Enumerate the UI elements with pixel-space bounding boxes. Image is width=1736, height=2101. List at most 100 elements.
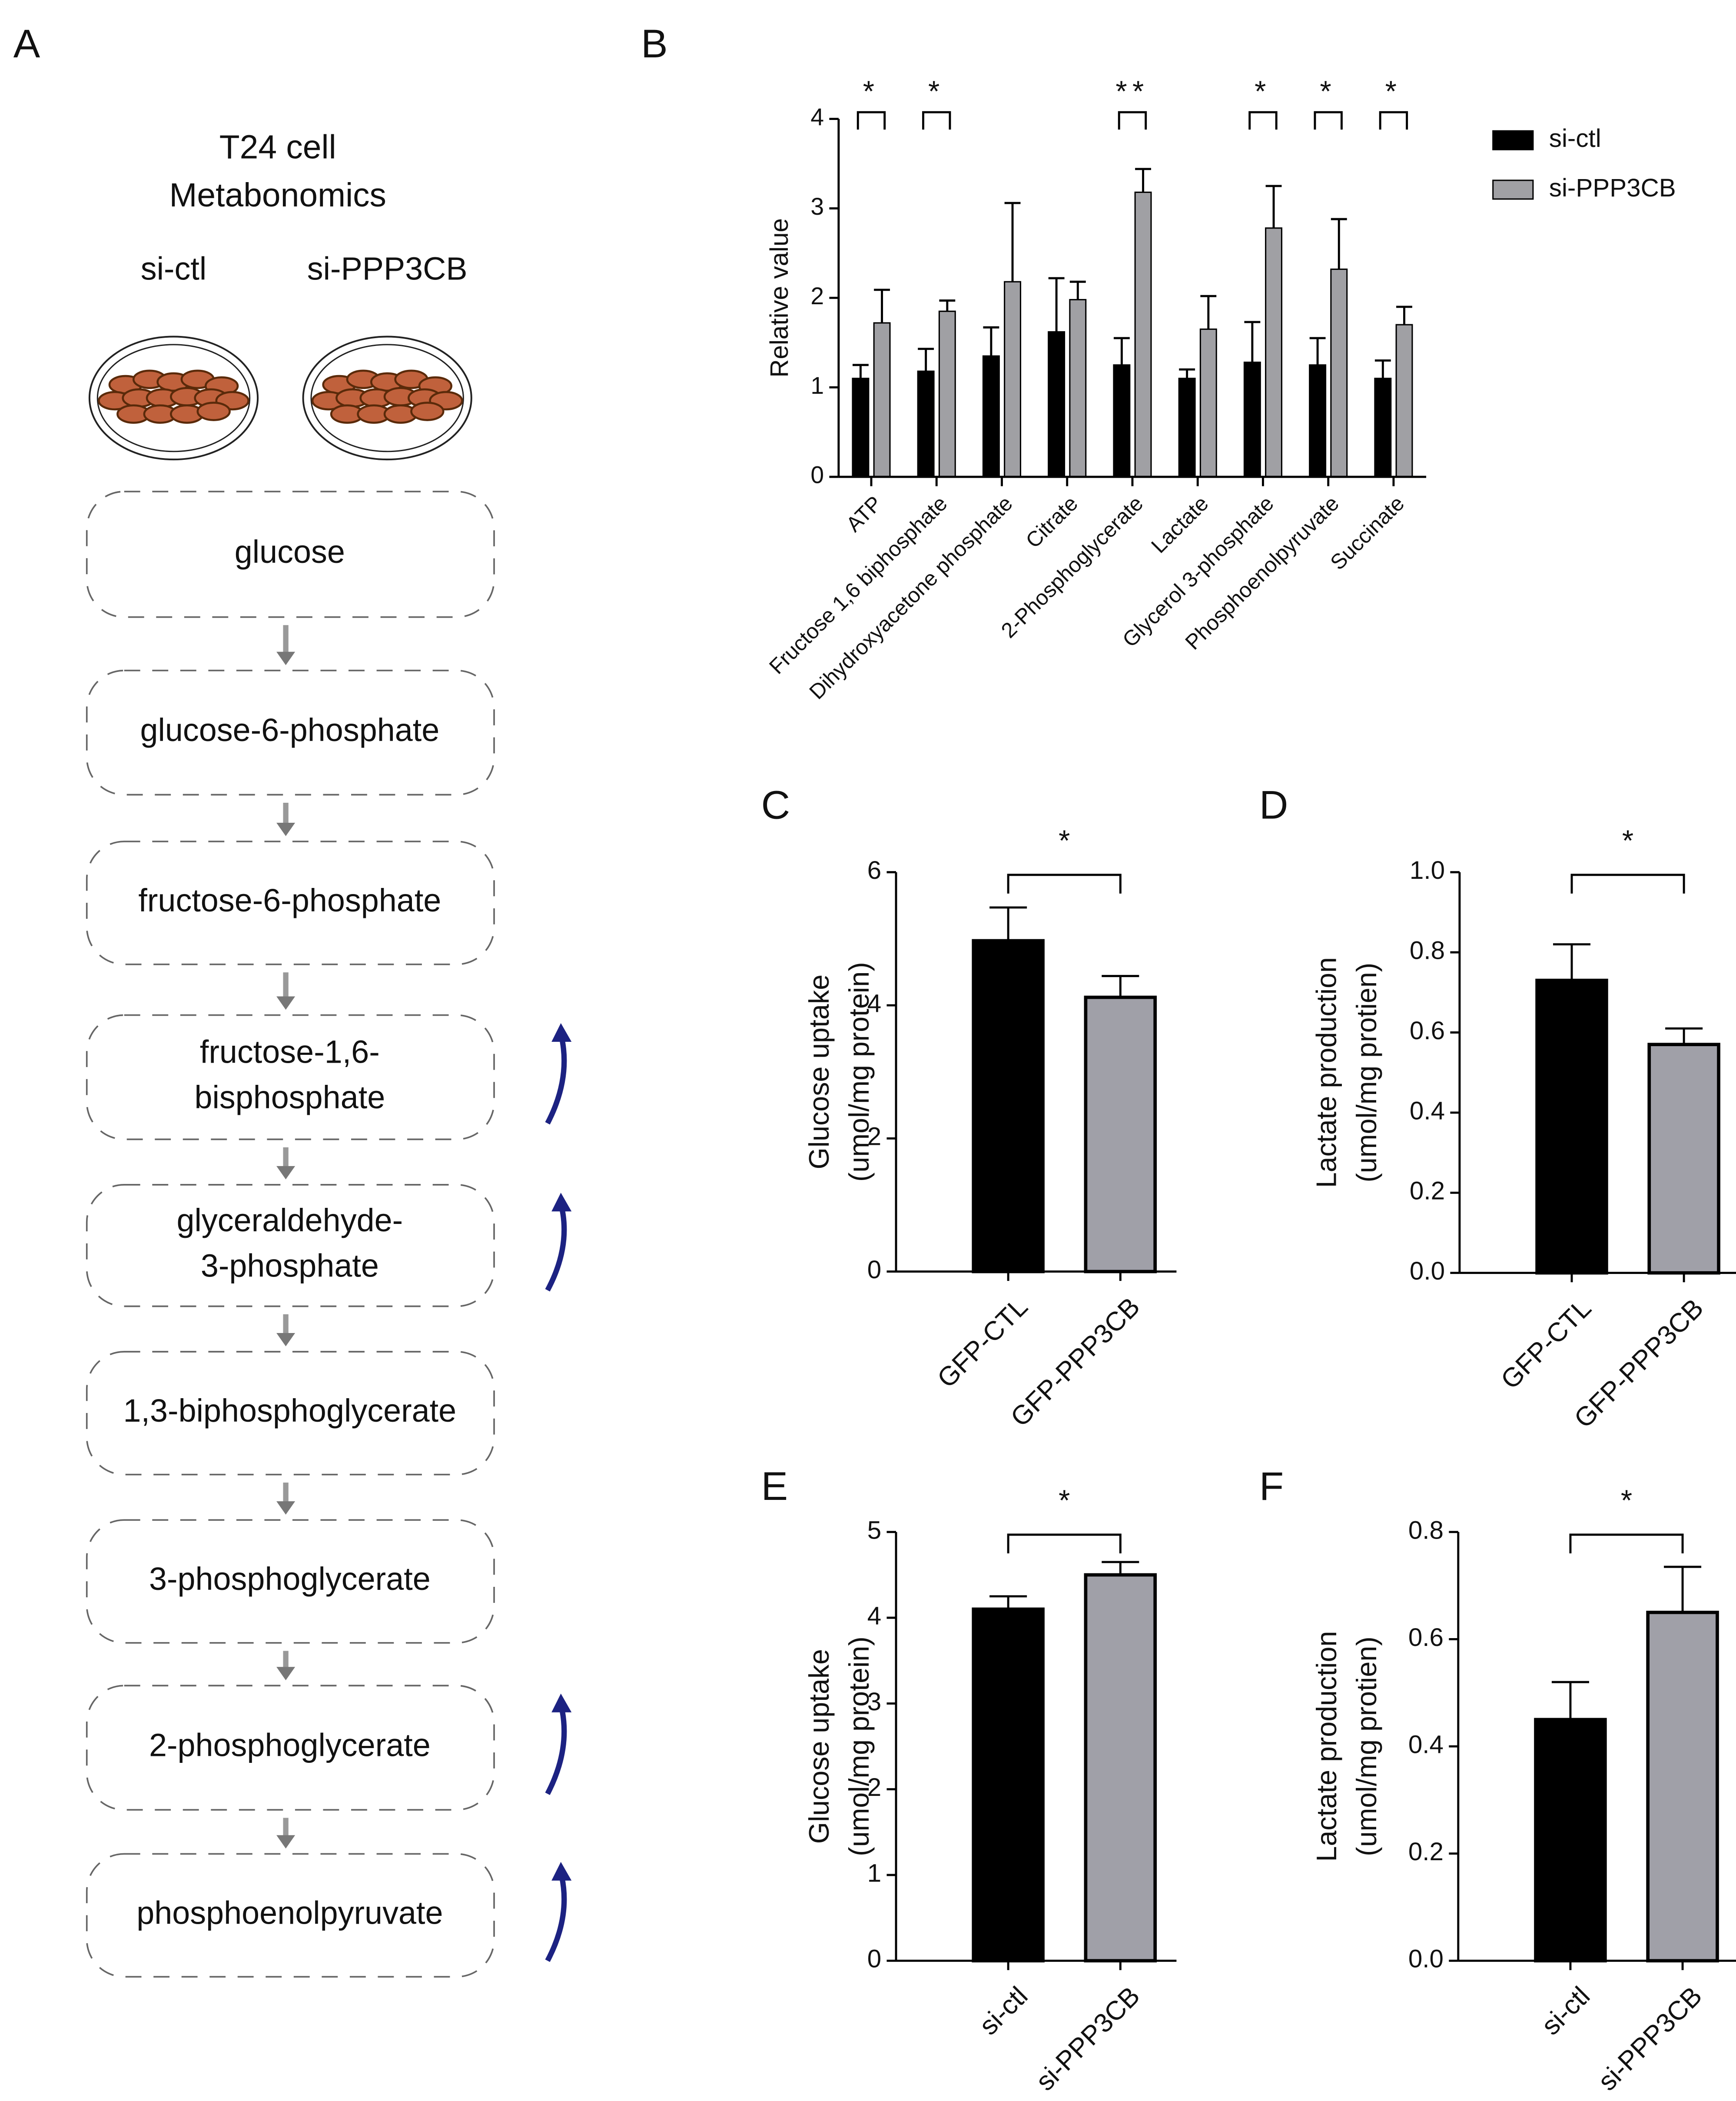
- increase-arrow: [545, 1203, 567, 1292]
- step-label: fructose-1,6-: [200, 1034, 380, 1070]
- group-label: si-ctl: [141, 250, 207, 286]
- y-axis-label: Glucose uptake: [803, 974, 835, 1169]
- bar: [1199, 328, 1217, 478]
- bar: [1534, 1718, 1607, 1963]
- bar: [1309, 364, 1327, 478]
- significance-bracket: [856, 111, 886, 130]
- significance-bracket: [1379, 111, 1408, 130]
- significance-label: *: [928, 75, 945, 108]
- bar: [1084, 995, 1157, 1273]
- panel-label: F: [1259, 1464, 1284, 1509]
- bar: [1265, 227, 1283, 478]
- increase-arrow: [545, 1703, 567, 1795]
- y-tick-label: 0: [867, 1256, 881, 1284]
- significance-label: *: [1621, 1484, 1632, 1517]
- significance-bracket: [1007, 874, 1122, 894]
- flow-arrow-head: [276, 1667, 295, 1680]
- y-axis-label: Lactate production: [1311, 957, 1342, 1188]
- y-axis-label: (umol/mg protein): [843, 962, 875, 1182]
- panel-label: A: [13, 21, 40, 66]
- bar: [1647, 1043, 1720, 1275]
- bar: [1374, 378, 1392, 478]
- y-tick-label: 0.4: [1410, 1097, 1445, 1125]
- step-label: phosphoenolpyruvate: [136, 1895, 443, 1931]
- bar: [1395, 324, 1413, 478]
- step-box: [86, 1184, 495, 1307]
- bar: [1084, 1573, 1157, 1963]
- significance-label: *: [1622, 824, 1633, 857]
- dish: [302, 336, 472, 461]
- significance-label: *: [1059, 1484, 1070, 1517]
- panel-label: B: [641, 21, 668, 66]
- bar: [873, 322, 891, 478]
- bar: [1069, 299, 1087, 478]
- bar: [982, 355, 1000, 478]
- flow-arrow-head: [276, 1835, 295, 1849]
- step-label: 3-phosphate: [201, 1247, 379, 1283]
- flow-arrow-head: [276, 1333, 295, 1346]
- bar: [1113, 364, 1131, 478]
- bar: [1243, 362, 1261, 478]
- y-tick-label: 0.0: [1410, 1257, 1445, 1285]
- diagram-title: Metabonomics: [169, 176, 386, 214]
- panel-label: D: [1259, 783, 1288, 828]
- bar: [852, 378, 870, 478]
- cell: [410, 402, 445, 421]
- significance-bracket: [1570, 874, 1685, 894]
- cell: [196, 402, 231, 421]
- y-tick-label: 0.6: [1410, 1017, 1445, 1045]
- y-tick-label: 2: [867, 1123, 881, 1151]
- y-tick-label: 0.8: [1408, 1516, 1444, 1544]
- legend-swatch: [1492, 180, 1534, 200]
- bar: [1134, 191, 1152, 478]
- panel-label: C: [761, 783, 790, 828]
- flow-arrow-head: [276, 652, 295, 665]
- significance-label: **: [1115, 75, 1149, 108]
- significance-label: *: [1320, 75, 1337, 108]
- increase-arrow: [545, 1033, 567, 1125]
- y-tick-label: 0.2: [1410, 1177, 1445, 1205]
- step-box: [86, 1519, 495, 1644]
- y-axis-label: Lactate production: [1311, 1631, 1342, 1862]
- flow-arrow-head: [276, 823, 295, 836]
- bar: [917, 370, 935, 478]
- y-tick-label: 0.6: [1408, 1623, 1444, 1652]
- y-tick-label: 4: [810, 103, 824, 130]
- bar: [1535, 978, 1608, 1275]
- step-label: 2-phosphoglycerate: [149, 1727, 431, 1763]
- bar: [1646, 1610, 1719, 1963]
- y-tick-label: 0.8: [1410, 937, 1445, 965]
- legend-label: si-ctl: [1549, 124, 1601, 153]
- flow-arrow-head: [276, 1166, 295, 1180]
- y-tick-label: 0.0: [1408, 1945, 1444, 1973]
- y-tick-label: 3: [867, 1688, 881, 1716]
- increase-arrow-head: [551, 1023, 572, 1042]
- significance-bracket: [1248, 111, 1278, 130]
- dish-rim: [96, 344, 251, 452]
- y-axis-label: (umol/mg protien): [1351, 963, 1382, 1183]
- flow-arrow-head: [276, 1501, 295, 1515]
- significance-bracket: [1118, 111, 1147, 130]
- bar: [1178, 378, 1196, 478]
- significance-bracket: [922, 111, 951, 130]
- step-box: [86, 1351, 495, 1476]
- increase-arrow: [545, 1872, 567, 1962]
- y-tick-label: 1: [867, 1859, 881, 1887]
- bar: [1048, 331, 1065, 478]
- significance-bracket: [1569, 1533, 1684, 1554]
- y-tick-label: 4: [867, 989, 881, 1017]
- increase-arrow-head: [551, 1862, 572, 1881]
- y-tick-label: 5: [867, 1516, 881, 1544]
- significance-label: *: [1059, 824, 1070, 857]
- y-tick-label: 0.2: [1408, 1838, 1444, 1866]
- significance-bracket: [1314, 111, 1343, 130]
- legend-swatch: [1492, 130, 1534, 150]
- significance-label: *: [1385, 75, 1402, 108]
- y-tick-label: 1: [810, 372, 824, 399]
- y-tick-label: 3: [810, 193, 824, 220]
- y-tick-label: 1.0: [1410, 856, 1445, 884]
- group-label: si-PPP3CB: [307, 250, 468, 286]
- y-tick-label: 6: [867, 856, 881, 884]
